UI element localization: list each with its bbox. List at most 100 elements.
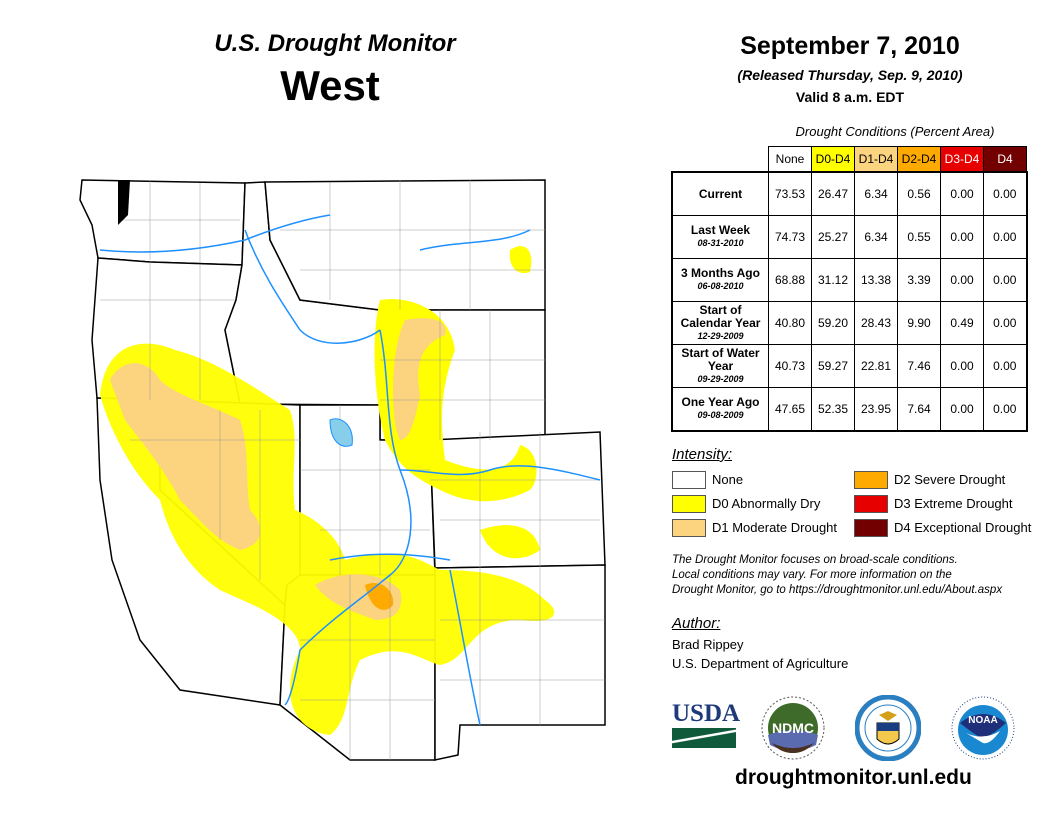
table-cell: 0.00 <box>983 258 1027 302</box>
row-label: Start of Water Year 09-29-2009 <box>671 344 769 388</box>
table-cell: 59.27 <box>811 344 855 388</box>
table-row: Start of Water Year 09-29-2009 40.73 59.27 2… <box>671 344 1027 388</box>
release-date: (Released Thursday, Sep. 9, 2010) <box>737 67 963 83</box>
table-cell: 0.55 <box>897 215 941 259</box>
d0-area-co-south <box>480 525 540 559</box>
table-cell: 40.73 <box>768 344 812 388</box>
legend-swatch <box>854 495 888 513</box>
table-cell: 59.20 <box>811 301 855 345</box>
table-cell: 9.90 <box>897 301 941 345</box>
table-cell: 74.73 <box>768 215 812 259</box>
table-cell: 0.00 <box>983 301 1027 345</box>
table-cell: 0.00 <box>940 258 984 302</box>
legend-label: D4 Exceptional Drought <box>894 520 1032 535</box>
west-drought-map <box>79 179 606 761</box>
commerce-seal <box>855 695 921 761</box>
author-name: Brad Rippey <box>672 637 744 652</box>
row-label-text: Current <box>698 186 743 201</box>
valid-time: Valid 8 a.m. EDT <box>795 89 905 105</box>
table-cell: 23.95 <box>854 387 898 432</box>
table-cell: 0.49 <box>940 301 984 345</box>
table-cell: 0.00 <box>940 344 984 388</box>
region-title: West <box>280 62 380 109</box>
map-title: U.S. Drought Monitor <box>214 30 456 57</box>
noaa-logo: NOAA <box>951 696 1015 760</box>
usda-logo: USDA <box>672 700 741 748</box>
table-cell: 25.27 <box>811 215 855 259</box>
row-label-text: Last Week <box>690 223 751 237</box>
table-row: One Year Ago 09-08-2009 47.65 52.35 23.95 7.6… <box>671 387 1027 432</box>
drought-conditions-table: None D0-D4 D1-D4 D2-D4 D3-D4 D4 Current 7… <box>671 146 1028 432</box>
table-cell: 0.56 <box>897 171 941 216</box>
row-label-text: One Year Ago <box>681 395 760 409</box>
table-cell: 31.12 <box>811 258 855 302</box>
disclaimer-note: The Drought Monitor focuses on broad-sca… <box>672 553 1002 598</box>
row-label: Start of Calendar Year 12-29-2009 <box>671 301 769 345</box>
noaa-logo-text: NOAA <box>968 715 997 726</box>
table-cell: 6.34 <box>854 171 898 216</box>
table-cell: 47.65 <box>768 387 812 432</box>
table-cell: 0.00 <box>983 344 1027 388</box>
table-cell: 0.00 <box>983 171 1027 216</box>
d1-area-nevada <box>110 363 261 550</box>
col-d4: D4 <box>983 146 1027 173</box>
legend-label: D2 Severe Drought <box>894 472 1006 487</box>
great-salt-lake <box>329 418 353 447</box>
legend-title: Intensity: <box>672 446 733 463</box>
table-cell: 0.00 <box>940 215 984 259</box>
row-date: 08-31-2010 <box>697 238 744 248</box>
col-d2-d4: D2-D4 <box>897 146 941 173</box>
table-cell: 13.38 <box>854 258 898 302</box>
table-cell: 7.64 <box>897 387 941 432</box>
ndmc-logo: NDMC <box>761 696 825 760</box>
d0-area-montana-ne <box>509 246 532 274</box>
row-date: 09-08-2009 <box>697 410 744 420</box>
table-cell: 7.46 <box>897 344 941 388</box>
row-label: Last Week 08-31-2010 <box>671 215 769 259</box>
table-cell: 26.47 <box>811 171 855 216</box>
table-row: Current 73.53 26.47 6.34 0.56 0.00 0.00 <box>671 171 1027 216</box>
d1-area-wyoming <box>393 318 446 440</box>
table-cell: 0.00 <box>940 387 984 432</box>
note-line: Local conditions may vary. For more info… <box>672 569 952 581</box>
table-cell: 73.53 <box>768 171 812 216</box>
col-none: None <box>768 146 812 173</box>
row-label: Current <box>671 171 769 216</box>
legend-label: D3 Extreme Drought <box>894 496 1013 511</box>
legend-swatch <box>672 471 706 489</box>
row-label-text: Start of Calendar Year <box>680 302 761 330</box>
rivers <box>99 214 601 726</box>
legend-label: D1 Moderate Drought <box>712 520 838 535</box>
legend-label: None <box>712 472 744 487</box>
author-title: Author: <box>672 615 721 632</box>
legend-swatch <box>672 519 706 537</box>
county-lines <box>100 180 605 760</box>
legend-swatch <box>854 471 888 489</box>
table-cell: 68.88 <box>768 258 812 302</box>
map-date: September 7, 2010 <box>740 32 960 60</box>
row-date: 09-29-2009 <box>697 373 744 384</box>
puget-sound <box>118 180 130 225</box>
table-cell: 3.39 <box>897 258 941 302</box>
row-label: 3 Months Ago 06-08-2010 <box>671 258 769 302</box>
note-line: Drought Monitor, go to https://droughtmo… <box>672 584 1003 596</box>
table-cell: 0.00 <box>983 387 1027 432</box>
col-d0-d4: D0-D4 <box>811 146 855 173</box>
table-row: 3 Months Ago 06-08-2010 68.88 31.12 13.38 3.3… <box>671 258 1027 302</box>
state-montana <box>264 179 546 311</box>
note-line: The Drought Monitor focuses on broad-sca… <box>672 554 958 566</box>
table-cell: 22.81 <box>854 344 898 388</box>
table-row: Start of Calendar Year 12-29-2009 40.80 59.… <box>671 301 1027 345</box>
author-org: U.S. Department of Agriculture <box>672 656 849 671</box>
row-label: One Year Ago 09-08-2009 <box>671 387 769 432</box>
legend-label: D0 Abnormally Dry <box>712 496 821 511</box>
col-d3-d4: D3-D4 <box>940 146 984 173</box>
usda-logo-stripes <box>672 728 736 748</box>
legend-swatch <box>854 519 888 537</box>
table-cell: 40.80 <box>768 301 812 345</box>
website-url[interactable]: droughtmonitor.unl.edu <box>735 766 972 789</box>
usda-logo-text: USDA <box>672 700 741 727</box>
drought-areas <box>100 246 555 735</box>
row-date: 12-29-2009 <box>697 330 744 341</box>
